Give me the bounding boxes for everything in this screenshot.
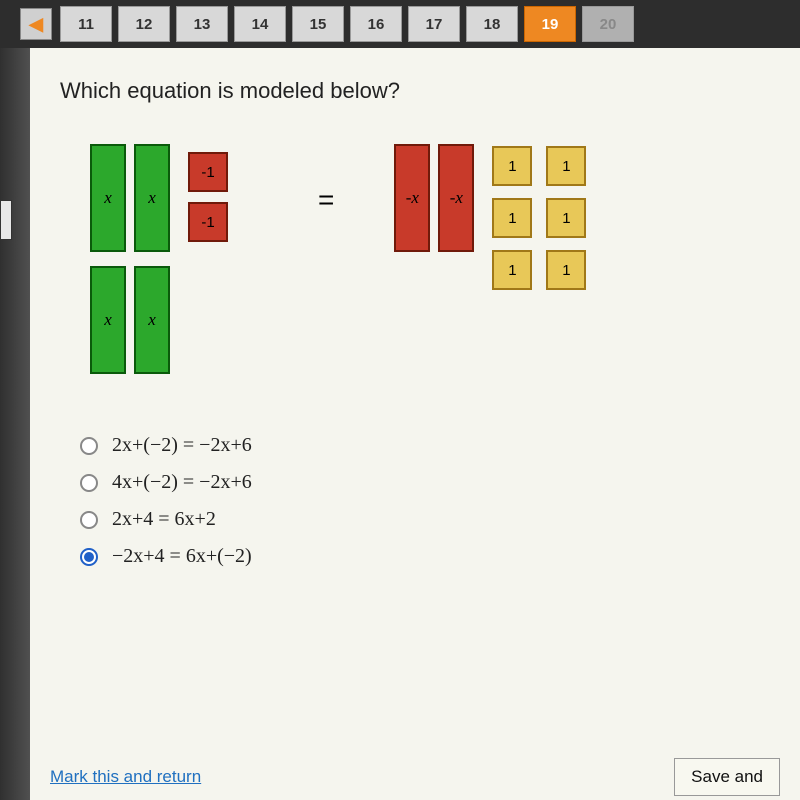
answer-options: 2x+(−2) = −2x+6 4x+(−2) = −2x+6 2x+4 = 6… [60, 434, 770, 568]
option-text: 2x+4 = 6x+2 [112, 508, 216, 531]
rhs: -x -x 1 1 1 1 1 1 [394, 144, 586, 290]
option-text: 4x+(−2) = −2x+6 [112, 471, 252, 494]
neg-unit-tile: -1 [188, 202, 228, 242]
question-content: Which equation is modeled below? x x -1 … [30, 48, 800, 800]
pos-unit-tile: 1 [492, 250, 532, 290]
neg-x-tile: -x [394, 144, 430, 252]
option-d[interactable]: −2x+4 = 6x+(−2) [80, 545, 770, 568]
pos-unit-tile: 1 [546, 146, 586, 186]
qnum-18[interactable]: 18 [466, 6, 518, 42]
x-tile: x [134, 144, 170, 252]
qnum-13[interactable]: 13 [176, 6, 228, 42]
lhs: x x -1 -1 x x [90, 144, 228, 374]
qnum-12[interactable]: 12 [118, 6, 170, 42]
qnum-17[interactable]: 17 [408, 6, 460, 42]
prev-arrow[interactable]: ◀ [20, 8, 52, 40]
option-text: 2x+(−2) = −2x+6 [112, 434, 252, 457]
neg-unit-tile: -1 [188, 152, 228, 192]
pos-unit-tile: 1 [492, 198, 532, 238]
equals-sign: = [318, 184, 334, 216]
qnum-19[interactable]: 19 [524, 6, 576, 42]
question-nav: ◀ 11 12 13 14 15 16 17 18 19 20 [0, 0, 800, 48]
radio-icon [80, 474, 98, 492]
radio-icon [80, 437, 98, 455]
pos-unit-tile: 1 [546, 250, 586, 290]
qnum-11[interactable]: 11 [60, 6, 112, 42]
radio-icon [80, 548, 98, 566]
pos-unit-tile: 1 [546, 198, 586, 238]
radio-icon [80, 511, 98, 529]
qnum-15[interactable]: 15 [292, 6, 344, 42]
footer-bar: Mark this and return Save and [30, 758, 800, 800]
option-a[interactable]: 2x+(−2) = −2x+6 [80, 434, 770, 457]
mark-return-link[interactable]: Mark this and return [50, 767, 201, 787]
option-c[interactable]: 2x+4 = 6x+2 [80, 508, 770, 531]
save-button[interactable]: Save and [674, 758, 780, 796]
option-text: −2x+4 = 6x+(−2) [112, 545, 252, 568]
neg-x-tile: -x [438, 144, 474, 252]
x-tile: x [90, 144, 126, 252]
x-tile: x [90, 266, 126, 374]
option-b[interactable]: 4x+(−2) = −2x+6 [80, 471, 770, 494]
qnum-20: 20 [582, 6, 634, 42]
side-expand-tab[interactable] [0, 200, 12, 240]
question-text: Which equation is modeled below? [60, 78, 770, 104]
algebra-tile-model: x x -1 -1 x x = -x -x 1 [60, 144, 770, 374]
qnum-14[interactable]: 14 [234, 6, 286, 42]
x-tile: x [134, 266, 170, 374]
side-panel-edge [0, 48, 30, 800]
pos-unit-tile: 1 [492, 146, 532, 186]
qnum-16[interactable]: 16 [350, 6, 402, 42]
